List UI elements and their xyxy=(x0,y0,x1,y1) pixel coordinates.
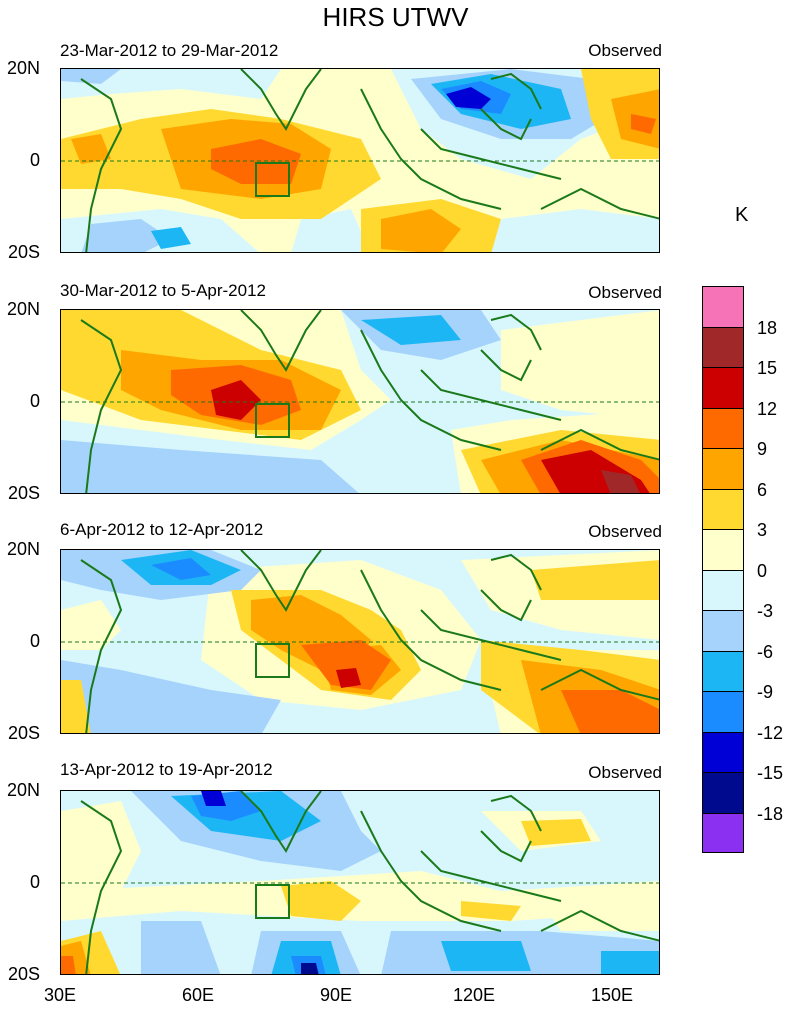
colorbar-label: -3 xyxy=(757,601,774,621)
colorbar-swatch xyxy=(702,326,744,367)
colorbar-label: 12 xyxy=(757,399,778,419)
panel-4-label: Observed xyxy=(588,763,662,782)
colorbar-label: 9 xyxy=(757,439,768,459)
colorbar-label: 15 xyxy=(757,358,778,378)
panel-2-ylabel-20s: 20S xyxy=(7,483,40,503)
colorbar-swatch xyxy=(702,731,744,772)
colorbar-swatch xyxy=(702,691,744,732)
colorbar-swatch xyxy=(702,650,744,691)
panel-1-label: Observed xyxy=(588,41,662,60)
colorbar-swatch xyxy=(702,772,744,813)
colorbar-swatch xyxy=(702,488,744,529)
panel-2-ylabel-0: 0 xyxy=(29,391,40,411)
panel-4-ylabel-20n: 20N xyxy=(6,780,40,800)
panel-4-date-range: 13-Apr-2012 to 19-Apr-2012 xyxy=(60,760,273,779)
colorbar xyxy=(702,286,746,853)
panel-3-ylabel-20n: 20N xyxy=(6,539,40,559)
map-panel-3 xyxy=(60,549,660,734)
colorbar-label: -9 xyxy=(757,682,774,702)
map-panel-2 xyxy=(60,309,660,494)
panel-1-date-range: 23-Mar-2012 to 29-Mar-2012 xyxy=(60,41,279,60)
colorbar-swatch xyxy=(702,812,744,853)
colorbar-swatch xyxy=(702,610,744,651)
colorbar-label: 0 xyxy=(757,561,768,581)
xlabel-90e: 90E xyxy=(319,985,353,1005)
panel-3-ylabel-0: 0 xyxy=(29,631,40,651)
colorbar-swatch xyxy=(702,407,744,448)
panel-4-ylabel-0: 0 xyxy=(29,872,40,892)
panel-3-ylabel-20s: 20S xyxy=(7,723,40,743)
panel-2-label: Observed xyxy=(588,283,662,302)
panel-1-ylabel-0: 0 xyxy=(29,150,40,170)
colorbar-label: 18 xyxy=(757,318,778,338)
panel-2-date-range: 30-Mar-2012 to 5-Apr-2012 xyxy=(60,281,267,300)
colorbar-label: -15 xyxy=(757,763,784,783)
colorbar-swatch xyxy=(702,569,744,610)
colorbar-swatch xyxy=(702,529,744,570)
colorbar-swatch xyxy=(702,448,744,489)
colorbar-units: K xyxy=(735,204,749,226)
colorbar-label: -18 xyxy=(757,804,784,824)
xlabel-30e: 30E xyxy=(43,985,77,1005)
panel-1-ylabel-20n: 20N xyxy=(6,58,40,78)
colorbar-label: 3 xyxy=(757,520,768,540)
xlabel-60e: 60E xyxy=(181,985,215,1005)
xlabel-120e: 120E xyxy=(452,985,496,1005)
figure-title: HIRS UTWV xyxy=(322,2,469,32)
map-panel-4 xyxy=(60,790,660,975)
map-panel-1 xyxy=(60,68,660,253)
panel-4-ylabel-20s: 20S xyxy=(7,964,40,984)
colorbar-swatch xyxy=(702,367,744,408)
colorbar-label: -6 xyxy=(757,642,774,662)
panel-1-ylabel-20s: 20S xyxy=(7,242,40,262)
colorbar-label: -12 xyxy=(757,723,784,743)
xlabel-150e: 150E xyxy=(590,985,634,1005)
panel-2-ylabel-20n: 20N xyxy=(6,299,40,319)
panel-3-date-range: 6-Apr-2012 to 12-Apr-2012 xyxy=(60,520,264,539)
panel-3-label: Observed xyxy=(588,522,662,541)
colorbar-label: 6 xyxy=(757,480,768,500)
colorbar-swatch xyxy=(702,286,744,327)
